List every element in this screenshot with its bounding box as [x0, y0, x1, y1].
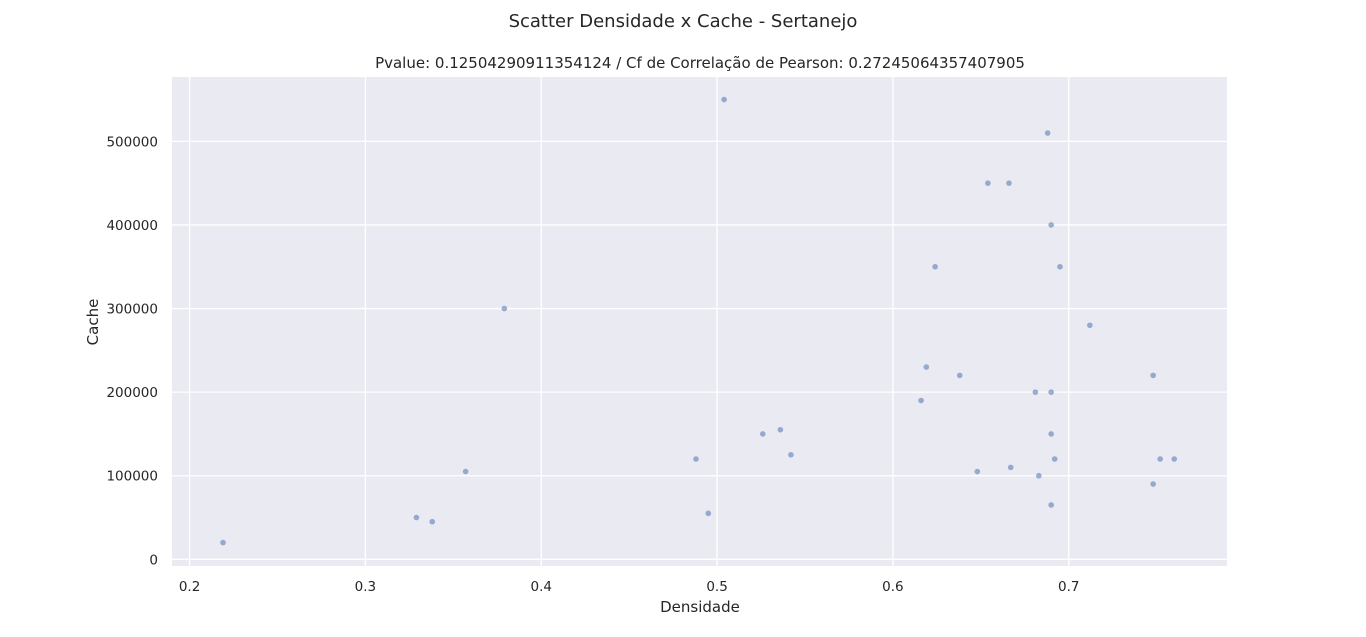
x-tick-label: 0.7	[1058, 579, 1079, 595]
scatter-point	[777, 426, 784, 433]
figure-suptitle: Scatter Densidade x Cache - Sertanejo	[509, 11, 858, 32]
scatter-point	[1157, 456, 1163, 462]
scatter-point	[1044, 130, 1051, 136]
scatter-point	[1007, 464, 1014, 471]
scatter-point	[1048, 502, 1054, 508]
y-tick-label: 100000	[106, 469, 158, 485]
scatter-point	[693, 456, 699, 462]
scatter-point	[760, 431, 766, 437]
y-tick-label: 400000	[106, 218, 158, 234]
scatter-point	[932, 263, 938, 270]
scatter-point	[1048, 431, 1054, 437]
x-tick-label: 0.6	[882, 579, 903, 595]
scatter-point	[1087, 322, 1093, 329]
scatter-point	[1150, 372, 1156, 379]
scatter-point	[1171, 456, 1178, 462]
x-tick-label: 0.4	[531, 579, 552, 595]
plot-area	[172, 77, 1227, 566]
scatter-point	[1051, 456, 1058, 462]
scatter-point	[429, 518, 436, 525]
scatter-point	[462, 468, 469, 475]
x-tick-label: 0.3	[355, 579, 376, 595]
scatter-point	[1006, 180, 1012, 186]
scatter-point	[923, 364, 930, 370]
y-tick-label: 500000	[106, 134, 158, 150]
y-tick-label: 200000	[106, 385, 158, 401]
y-tick-label: 0	[149, 552, 158, 568]
chart-title: Pvalue: 0.12504290911354124 / Cf de Corr…	[375, 54, 1025, 72]
scatter-point	[1032, 389, 1039, 395]
scatter-point	[1150, 481, 1156, 487]
scatter-point	[413, 514, 420, 521]
scatter-point	[788, 452, 794, 458]
scatter-point	[501, 305, 508, 312]
scatter-point	[918, 397, 924, 404]
scatter-point	[1048, 222, 1054, 228]
scatter-point	[985, 180, 991, 186]
scatter-point	[1048, 389, 1054, 395]
data-points	[220, 96, 1178, 546]
scatter-point	[974, 468, 981, 475]
y-tick-label: 300000	[106, 302, 158, 318]
scatter-point	[220, 539, 226, 546]
tick-labels: 0.2 0.3 0.4 0.5 0.6 0.7 0 100000 200000 300000 400…	[106, 134, 1079, 595]
scatter-point	[956, 372, 963, 379]
scatter-point	[721, 96, 727, 103]
x-axis-label: Densidade	[660, 598, 740, 616]
x-tick-label: 0.5	[706, 579, 727, 595]
scatter-point	[705, 510, 712, 517]
x-tick-label: 0.2	[179, 579, 200, 595]
scatter-point	[1057, 263, 1063, 270]
scatter-point	[1036, 472, 1042, 479]
y-axis-label: Cache	[84, 299, 102, 346]
